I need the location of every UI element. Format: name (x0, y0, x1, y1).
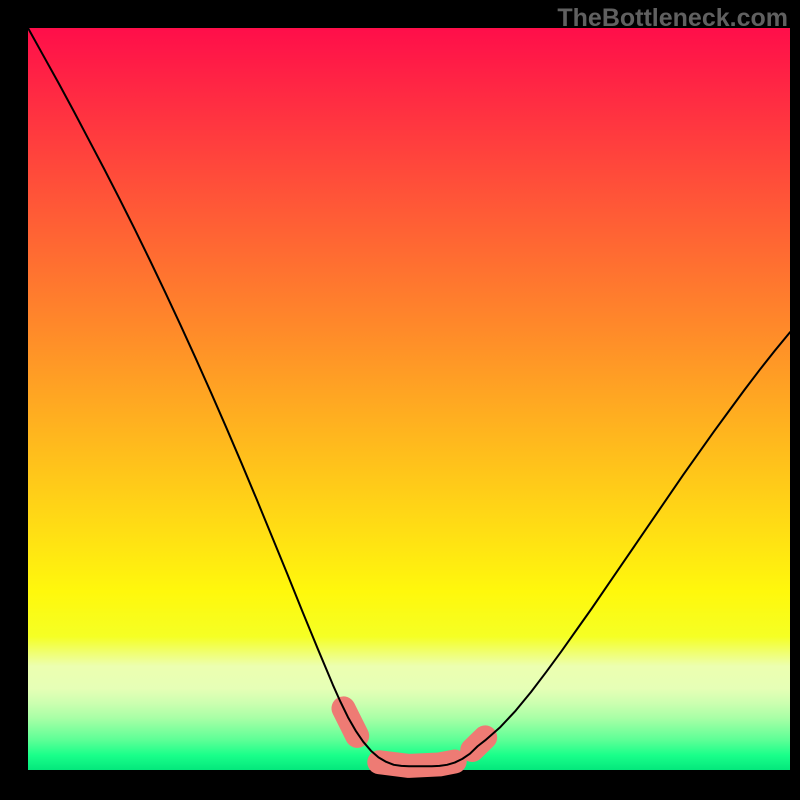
watermark-label: TheBottleneck.com (557, 4, 788, 33)
marker-pill (472, 737, 485, 750)
chart-frame: TheBottleneck.com (0, 0, 800, 800)
bottleneck-curve (28, 28, 790, 766)
chart-overlay (0, 0, 800, 800)
